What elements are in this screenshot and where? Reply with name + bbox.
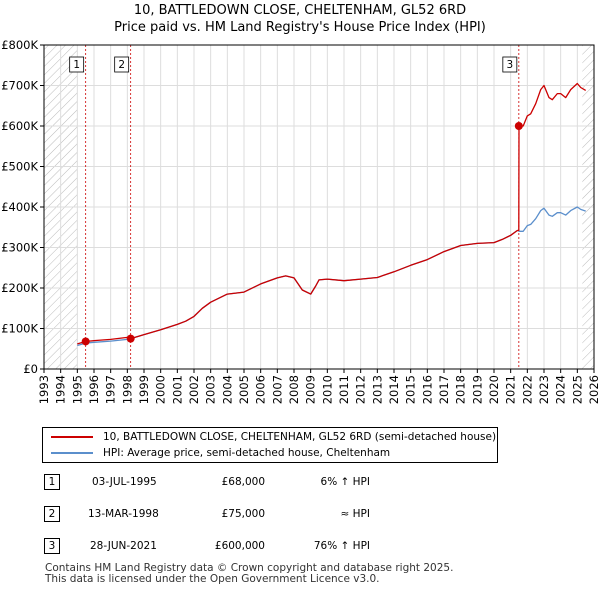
transaction-hpi: 76% ↑ HPI [313, 540, 370, 552]
sale-point-1 [81, 337, 90, 346]
x-tick-label: 1997 [104, 375, 118, 404]
x-tick-label: 2021 [504, 375, 518, 404]
sale-box-label-2: 2 [118, 59, 125, 71]
transaction-date: 13-MAR-1998 [88, 508, 159, 520]
sale-point-2 [126, 334, 135, 343]
x-tick-label: 2017 [437, 375, 451, 404]
x-tick-label: 2002 [187, 375, 201, 404]
x-tick-label: 2000 [154, 375, 168, 404]
transaction-price: £68,000 [221, 476, 265, 488]
legend-item-property: 10, BATTLEDOWN CLOSE, CHELTENHAM, GL52 6… [51, 429, 496, 445]
legend-label-property: 10, BATTLEDOWN CLOSE, CHELTENHAM, GL52 6… [103, 431, 497, 443]
x-tick-label: 2023 [537, 375, 551, 404]
x-tick-label: 1995 [70, 375, 84, 404]
transaction-date: 28-JUN-2021 [90, 540, 157, 552]
x-tick-label: 1996 [87, 375, 101, 404]
x-tick-label: 2010 [320, 375, 334, 404]
x-tick-label: 2004 [220, 375, 234, 404]
sale-box-3 [502, 56, 518, 73]
transaction-date: 03-JUL-1995 [92, 476, 157, 488]
x-tick-label: 2025 [570, 375, 584, 404]
x-tick-label: 2019 [470, 375, 484, 404]
x-tick-label: 2005 [237, 375, 251, 404]
y-tick-label: £600K [1, 119, 38, 133]
x-tick-label: 1994 [54, 375, 68, 404]
sale-box-2 [114, 56, 130, 73]
y-tick-label: £200K [1, 281, 38, 295]
sale-point-3 [514, 122, 523, 130]
transaction-marker-1: 1 [44, 474, 60, 490]
y-tick-label: £0 [23, 362, 38, 376]
y-tick-label: £700K [1, 79, 38, 93]
x-tick-label: 2014 [387, 375, 401, 404]
x-tick-label: 2011 [337, 375, 351, 404]
x-tick-label: 2013 [370, 375, 384, 404]
chart-title: 10, BATTLEDOWN CLOSE, CHELTENHAM, GL52 6… [133, 3, 467, 18]
x-tick-label: 2018 [454, 375, 468, 404]
x-tick-label: 2016 [420, 375, 434, 404]
property-price-line [77, 82, 587, 345]
x-tick-label: 1999 [137, 375, 151, 404]
sale-box-label-1: 1 [73, 59, 80, 71]
legend-line-property [51, 436, 93, 438]
x-tick-label: 2001 [170, 375, 184, 404]
x-tick-label: 2024 [554, 375, 568, 404]
x-tick-label: 2009 [304, 375, 318, 404]
y-tick-label: £800K [1, 38, 38, 52]
x-tick-label: 2003 [204, 375, 218, 404]
chart-legend: 10, BATTLEDOWN CLOSE, CHELTENHAM, GL52 6… [42, 427, 498, 463]
x-tick-label: 2020 [487, 375, 501, 404]
price-chart: 1 2 3 1993 1994 1995 1996 1997 1998 1999 2000 2001… [1, 38, 600, 404]
x-tick-label: 2026 [587, 375, 600, 404]
footer-licence: This data is licensed under the Open Gov… [45, 573, 380, 585]
transaction-price: £600,000 [214, 540, 265, 552]
x-tick-label: 2012 [354, 375, 368, 404]
transaction-hpi: ≈ HPI [340, 508, 370, 520]
transaction-price: £75,000 [221, 508, 265, 520]
plot-frame [43, 44, 595, 370]
transaction-hpi: 6% ↑ HPI [320, 476, 370, 488]
x-tick-label: 2006 [254, 375, 268, 404]
x-tick-label: 2008 [287, 375, 301, 404]
legend-item-hpi: HPI: Average price, semi-detached house,… [51, 445, 390, 461]
y-tick-label: £100K [1, 322, 38, 336]
x-tick-label: 2007 [270, 375, 284, 404]
y-tick-label: £500K [1, 160, 38, 174]
transaction-marker-2: 2 [44, 506, 60, 522]
legend-label-hpi: HPI: Average price, semi-detached house,… [103, 447, 391, 459]
transaction-marker-3: 3 [44, 538, 60, 554]
sale-box-1 [69, 56, 85, 73]
chart-subtitle: Price paid vs. HM Land Registry's House … [114, 20, 486, 35]
y-tick-label: £400K [1, 200, 38, 214]
x-tick-label: 1993 [37, 375, 51, 404]
legend-line-hpi [51, 452, 93, 454]
footer-copyright: Contains HM Land Registry data © Crown c… [45, 562, 454, 574]
sale-box-label-3: 3 [506, 59, 513, 71]
x-tick-label: 2015 [404, 375, 418, 404]
x-tick-label: 2022 [520, 375, 534, 404]
x-tick-label: 1998 [120, 375, 134, 404]
y-tick-label: £300K [1, 241, 38, 255]
